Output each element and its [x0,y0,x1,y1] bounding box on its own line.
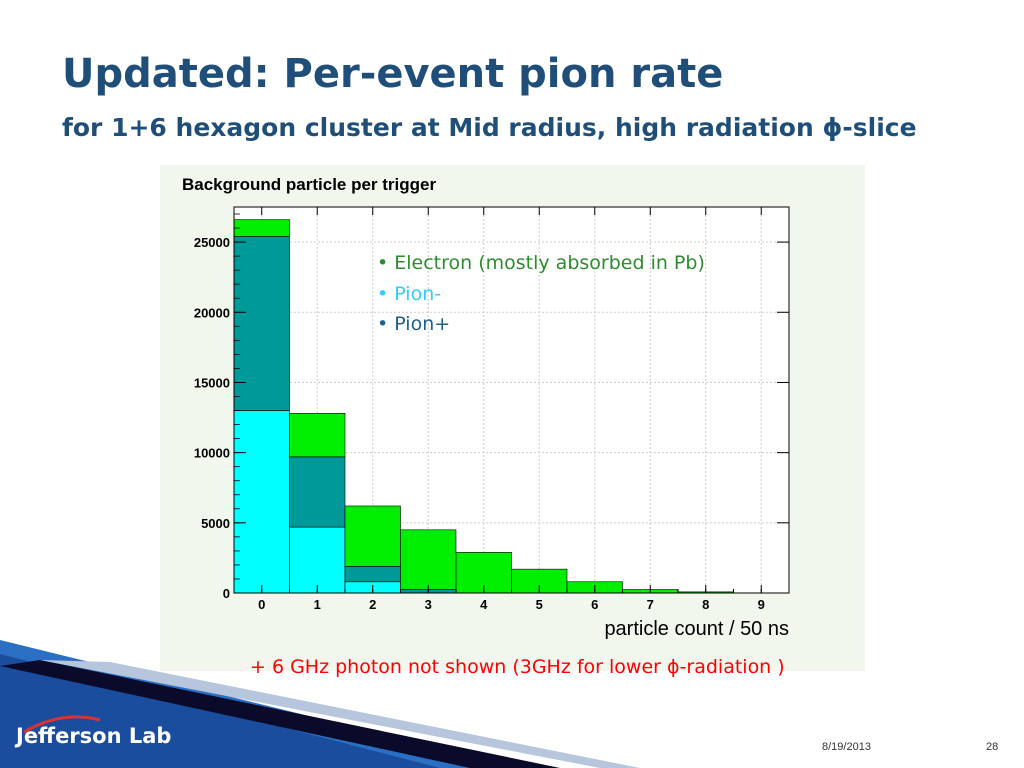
x-axis-label: particle count / 50 ns [604,618,789,640]
bar-pion-plus [289,456,346,528]
bar-electron [400,529,457,590]
x-tick-label: 9 [758,597,765,612]
bar-electron [233,219,290,237]
legend-label-pion-minus: Pion- [394,282,442,305]
legend-label-pion-plus: Pion+ [394,313,451,335]
x-tick-label: 3 [425,597,432,612]
slide-title: Updated: Per-event pion rate [62,51,724,97]
slide-subtitle: for 1+6 hexagon cluster at Mid radius, h… [62,113,917,142]
jefferson-lab-logo: Jefferson Lab [16,724,172,748]
x-tick-label: 0 [258,597,265,612]
legend-label-electron: Electron (mostly absorbed in Pb) [394,252,705,274]
x-tick-label: 2 [369,597,376,612]
x-tick-label: 8 [702,597,709,612]
footnote: + 6 GHz photon not shown (3GHz for lower… [250,656,785,678]
x-tick-label: 7 [647,597,654,612]
bar-pion-plus [233,236,290,411]
legend-item-pion-plus: • Pion+ [377,309,705,340]
chart-panel: 0 1 2 3 4 5 6 7 8 9 0 5000 10000 15000 20000 25000 Backg… [160,165,865,671]
y-tick-label: 5000 [201,516,230,531]
logo-swoosh-icon [23,715,101,734]
bar-pion-minus [289,526,346,594]
legend-bullet: • [377,313,395,335]
histogram-chart: 0 1 2 3 4 5 6 7 8 9 0 5000 10000 15000 20000 25000 Backg… [182,175,790,640]
bar-electron [289,413,346,458]
y-tick-label: 20000 [194,305,230,320]
legend-bullet: • [377,282,395,305]
y-tick-label: 10000 [194,446,230,461]
bar-pion-plus [344,566,401,583]
page-number: 28 [986,741,999,753]
y-tick-label: 25000 [194,235,230,250]
slide-decoration [0,640,640,768]
chart-title: Background particle per trigger [182,175,436,194]
slide-date: 8/19/2013 [822,741,871,753]
legend-item-pion-minus: • Pion- [377,279,705,310]
x-tick-label: 1 [314,597,321,612]
bar-electron [344,505,401,567]
x-tick-label: 6 [591,597,598,612]
chart-legend: • Electron (mostly absorbed in Pb) • Pio… [377,248,705,340]
y-tick-label: 0 [223,586,230,601]
x-tick-label: 4 [480,597,488,612]
bar-pion-minus [233,410,290,594]
x-tick-label: 5 [536,597,543,612]
legend-bullet: • [377,252,395,274]
y-tick-label: 15000 [194,375,230,390]
legend-item-electron: • Electron (mostly absorbed in Pb) [377,248,705,279]
